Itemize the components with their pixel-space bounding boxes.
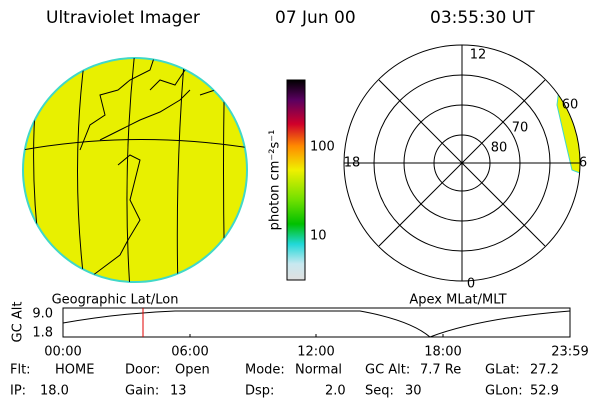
mlat-label: 70 bbox=[512, 121, 529, 136]
time-tick-label: 18:00 bbox=[424, 345, 461, 360]
status-label: Door: bbox=[125, 363, 160, 378]
status-label: GLat: bbox=[485, 363, 520, 378]
status-value: Normal bbox=[295, 363, 342, 378]
mlat-label: 80 bbox=[491, 141, 508, 156]
alt-tick-label: 9.0 bbox=[32, 307, 53, 322]
panel-label: Apex MLat/MLT bbox=[409, 293, 506, 308]
status-value: 30 bbox=[405, 384, 422, 399]
alt-axis-label: GC Alt bbox=[11, 302, 26, 343]
status-value: 27.2 bbox=[530, 363, 559, 378]
time-tick-label: 12:00 bbox=[297, 345, 334, 360]
colorbar-tick-label: 100 bbox=[310, 140, 335, 155]
status-value: Open bbox=[175, 363, 210, 378]
title: Ultraviolet Imager bbox=[46, 8, 200, 28]
date: 07 Jun 00 bbox=[275, 8, 356, 28]
alt-tick-label: 1.8 bbox=[32, 326, 53, 341]
mlt-label: 0 bbox=[467, 277, 475, 292]
time-tick-label: 23:59 bbox=[551, 345, 588, 360]
status-label: Flt: bbox=[10, 363, 31, 378]
polar-plot bbox=[343, 44, 581, 282]
status-value: 18.0 bbox=[40, 384, 69, 399]
colorbar-label: photon cm⁻²s⁻¹ bbox=[268, 130, 283, 231]
mlt-label: 12 bbox=[470, 48, 487, 63]
status-value: HOME bbox=[55, 363, 94, 378]
time: 03:55:30 UT bbox=[430, 8, 535, 28]
mlat-label: 60 bbox=[562, 98, 579, 113]
globe-image bbox=[22, 57, 248, 283]
status-panel: Flt: HOME Door: Open Mode: Normal GC Alt: 7.7 R… bbox=[10, 363, 559, 399]
status-label: Gain: bbox=[125, 384, 159, 399]
status-label: GC Alt: bbox=[365, 363, 410, 378]
colorbar-tick-label: 10 bbox=[310, 229, 327, 244]
status-value: 52.9 bbox=[530, 384, 559, 399]
time-tick-label: 06:00 bbox=[171, 345, 208, 360]
status-label: IP: bbox=[10, 384, 26, 399]
status-label: GLon: bbox=[485, 384, 523, 399]
status-label: Seq: bbox=[365, 384, 394, 399]
status-label: Mode: bbox=[245, 363, 285, 378]
mlt-label: 18 bbox=[344, 156, 361, 171]
time-tick-label: 00:00 bbox=[44, 345, 81, 360]
colorbar bbox=[286, 79, 306, 281]
altitude-plot bbox=[62, 307, 571, 338]
status-value: 2.0 bbox=[325, 384, 346, 399]
status-value: 13 bbox=[170, 384, 187, 399]
status-label: Dsp: bbox=[245, 384, 274, 399]
mlt-label: 6 bbox=[579, 156, 587, 171]
status-value: 7.7 Re bbox=[420, 363, 461, 378]
panel-label: Geographic Lat/Lon bbox=[52, 293, 179, 308]
